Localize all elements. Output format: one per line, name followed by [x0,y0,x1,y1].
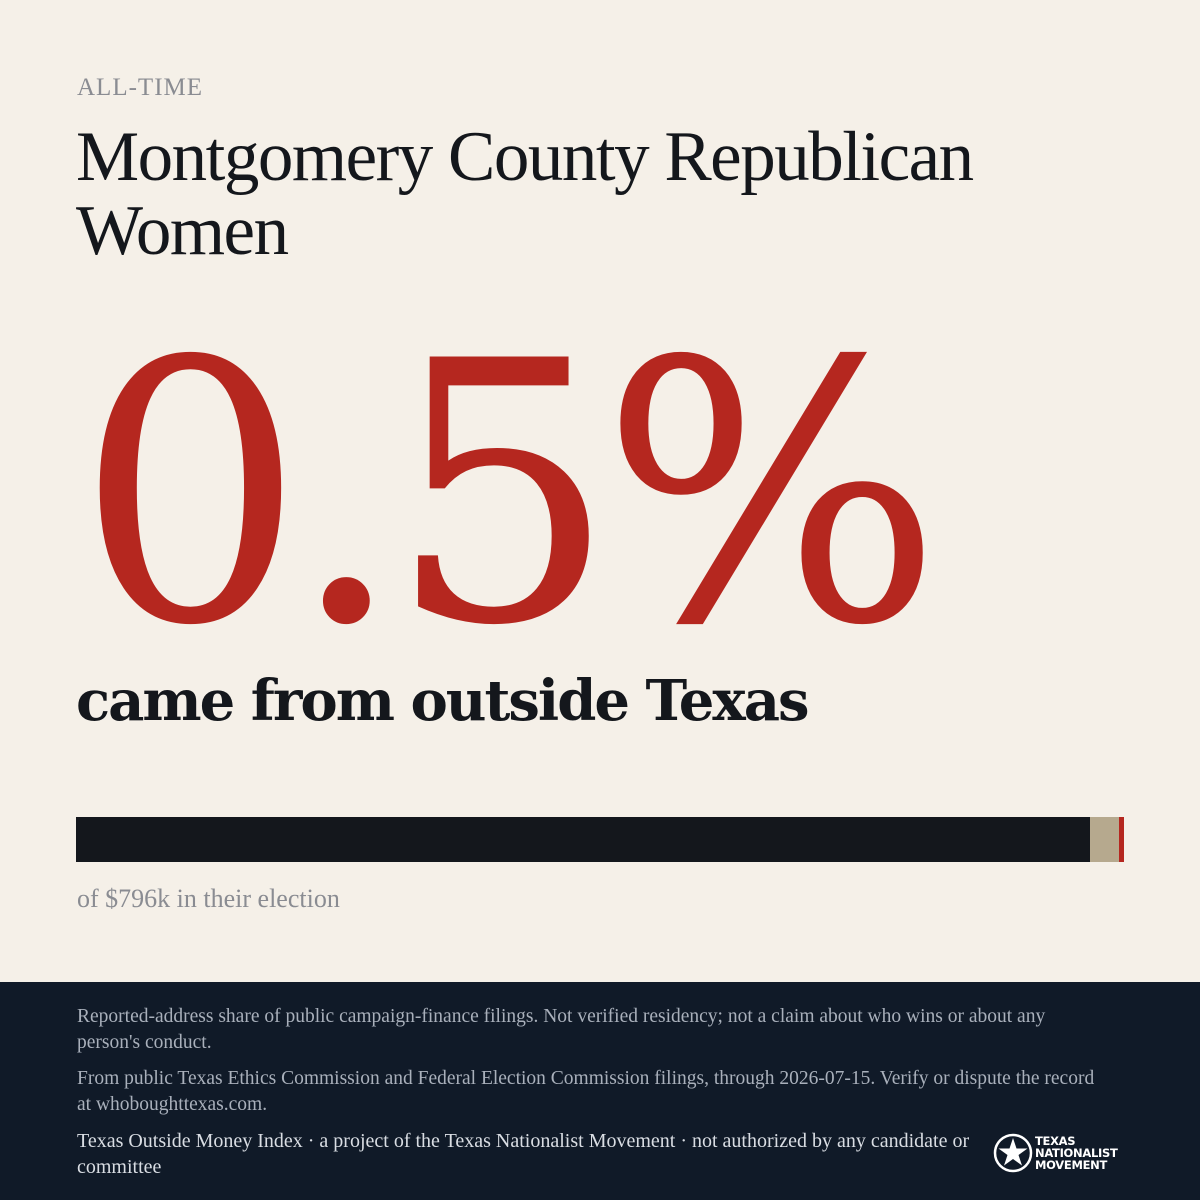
footer-credit: Texas Outside Money Index · a project of… [77,1130,970,1178]
footer-source: From public Texas Ethics Commission and … [77,1068,1095,1115]
star-seal-icon [993,1133,1033,1173]
share-bar-outside-segment [1119,817,1124,862]
logo-line: TEXAS [1035,1134,1076,1148]
headline-percent: 0.5% [76,285,943,704]
eyebrow-label: ALL-TIME [77,74,204,101]
tnm-logo: TEXAS NATIONALIST MOVEMENT [993,1132,1133,1174]
share-bar-unknown-segment [1090,817,1119,862]
logo-wordmark: TEXAS NATIONALIST MOVEMENT [1035,1135,1118,1171]
headline-subtitle: came from outside Texas [76,668,810,734]
entity-title: Montgomery County Republican Women [76,118,974,270]
logo-line: MOVEMENT [1035,1158,1108,1172]
bar-caption: of $796k in their election [77,884,340,913]
logo-line: NATIONALIST [1035,1146,1118,1160]
footer-disclaimer: Reported-address share of public campaig… [77,1006,1046,1053]
share-bar [76,817,1124,862]
footer: Reported-address share of public campaig… [0,982,1200,1200]
